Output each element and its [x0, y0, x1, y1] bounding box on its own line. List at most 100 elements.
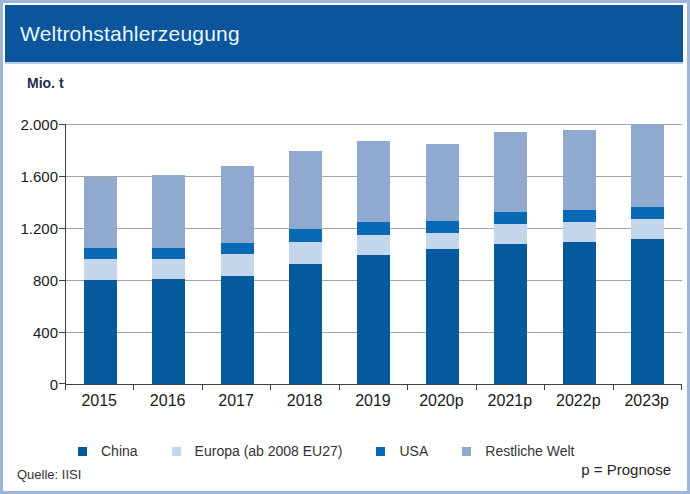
x-axis-label-2020p: 2020p — [407, 392, 475, 410]
x-tick-0 — [65, 385, 66, 390]
bar-segment-europa-2015 — [84, 259, 117, 280]
bar-segment-restliche-2017 — [221, 166, 254, 243]
bar-segment-europa-2019 — [357, 235, 390, 255]
bar-segment-restliche-2023p — [631, 124, 664, 207]
bar-segment-china-2021p — [494, 244, 527, 384]
bar-segment-europa-2022p — [563, 222, 596, 242]
x-tick-7 — [544, 385, 545, 390]
bar-slot-2023p — [614, 124, 682, 384]
stacked-bar-2016 — [152, 175, 185, 384]
legend-swatch-icon — [376, 447, 385, 456]
stacked-bar-2022p — [563, 130, 596, 384]
bar-segment-restliche-2020p — [426, 144, 459, 221]
bar-segment-usa-2020p — [426, 221, 459, 233]
bar-segment-europa-2016 — [152, 259, 185, 280]
legend-label: Restliche Welt — [485, 443, 574, 459]
source-label: Quelle: IISI — [17, 467, 81, 482]
x-axis-label-2015: 2015 — [65, 392, 133, 410]
y-axis-label-0: 0 — [3, 376, 58, 393]
bar-slot-2017 — [203, 124, 271, 384]
title-banner: Weltrohstahlerzeugung — [5, 5, 683, 62]
bar-segment-europa-2021p — [494, 224, 527, 243]
x-axis-label-2017: 2017 — [202, 392, 270, 410]
y-axis-unit-label: Mio. t — [27, 75, 64, 91]
x-tick-5 — [407, 385, 408, 390]
legend-label: China — [101, 443, 138, 459]
x-axis-label-2022p: 2022p — [544, 392, 612, 410]
bar-segment-restliche-2016 — [152, 175, 185, 247]
bar-segment-usa-2017 — [221, 243, 254, 254]
x-axis-label-2018: 2018 — [270, 392, 338, 410]
bar-segment-usa-2018 — [289, 229, 322, 242]
y-tick-1.600 — [59, 176, 65, 177]
chart-card: Weltrohstahlerzeugung Mio. t 0 400 800 1.20… — [0, 0, 690, 494]
prognose-note: p = Prognose — [581, 461, 671, 478]
bar-segment-china-2023p — [631, 239, 664, 384]
y-axis-label-400: 400 — [3, 324, 58, 341]
y-axis-label-2.000: 2.000 — [3, 116, 58, 133]
bar-segment-restliche-2018 — [289, 151, 322, 229]
bar-slot-2020p — [408, 124, 476, 384]
bars-container — [66, 124, 682, 384]
y-tick-400 — [59, 332, 65, 333]
bar-segment-china-2022p — [563, 242, 596, 384]
bar-slot-2019 — [340, 124, 408, 384]
y-axis-label-800: 800 — [3, 272, 58, 289]
bar-segment-europa-2017 — [221, 254, 254, 276]
x-tick-6 — [476, 385, 477, 390]
x-axis-labels: 201520162017201820192020p2021p2022p2023p — [65, 392, 681, 410]
y-tick-0 — [59, 383, 65, 384]
bar-segment-europa-2018 — [289, 242, 322, 263]
x-tick-1 — [133, 385, 134, 390]
x-axis-label-2016: 2016 — [133, 392, 201, 410]
legend-swatch-icon — [172, 447, 181, 456]
bar-segment-china-2018 — [289, 264, 322, 384]
bar-slot-2015 — [66, 124, 134, 384]
x-tick-4 — [339, 385, 340, 390]
legend-item-europa: Europa (ab 2008 EU27) — [172, 443, 343, 459]
x-axis-label-2021p: 2021p — [476, 392, 544, 410]
legend-item-restliche: Restliche Welt — [462, 443, 574, 459]
bar-slot-2022p — [545, 124, 613, 384]
y-axis-label-1.200: 1.200 — [3, 220, 58, 237]
y-tick-1.200 — [59, 228, 65, 229]
x-tick-3 — [270, 385, 271, 390]
bar-segment-restliche-2019 — [357, 141, 390, 222]
bar-segment-restliche-2022p — [563, 130, 596, 210]
legend-label: USA — [399, 443, 428, 459]
bar-segment-usa-2021p — [494, 212, 527, 225]
bar-segment-china-2019 — [357, 255, 390, 384]
bar-segment-usa-2016 — [152, 248, 185, 259]
bar-segment-usa-2023p — [631, 207, 664, 219]
bar-segment-china-2015 — [84, 280, 117, 384]
stacked-bar-2021p — [494, 132, 527, 384]
legend-label: Europa (ab 2008 EU27) — [195, 443, 343, 459]
stacked-bar-2015 — [84, 177, 117, 384]
stacked-bar-2018 — [289, 151, 322, 384]
bar-segment-china-2017 — [221, 276, 254, 384]
stacked-bar-2019 — [357, 141, 390, 384]
bar-slot-2021p — [477, 124, 545, 384]
x-tick-8 — [613, 385, 614, 390]
x-tick-2 — [202, 385, 203, 390]
y-tick-2.000 — [59, 124, 65, 125]
stacked-bar-2020p — [426, 144, 459, 384]
y-axis-labels: 04008001.2001.6002.000 — [3, 124, 58, 384]
y-axis-label-1.600: 1.600 — [3, 168, 58, 185]
legend-item-china: China — [78, 443, 138, 459]
legend-swatch-icon — [78, 447, 87, 456]
bar-segment-restliche-2021p — [494, 132, 527, 211]
bar-slot-2016 — [134, 124, 202, 384]
bar-segment-china-2020p — [426, 249, 459, 384]
y-tick-800 — [59, 280, 65, 281]
legend-swatch-icon — [462, 447, 471, 456]
plot-area — [65, 124, 682, 385]
stacked-bar-2017 — [221, 166, 254, 384]
bar-segment-restliche-2015 — [84, 177, 117, 249]
legend-item-usa: USA — [376, 443, 428, 459]
x-axis-label-2019: 2019 — [339, 392, 407, 410]
bar-segment-usa-2019 — [357, 222, 390, 234]
bar-slot-2018 — [271, 124, 339, 384]
bar-segment-usa-2022p — [563, 210, 596, 223]
bar-segment-china-2016 — [152, 279, 185, 384]
